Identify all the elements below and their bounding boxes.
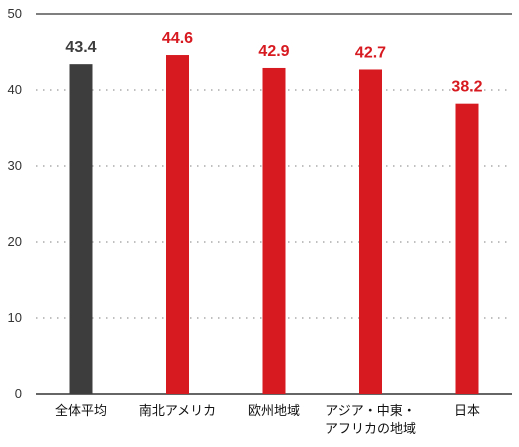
category-label-1: 全体平均 — [55, 403, 107, 419]
y-axis-tick-labels: 0 10 20 30 40 50 — [8, 6, 22, 401]
data-label-1: 43.4 — [65, 39, 96, 56]
data-label-3: 42.9 — [258, 43, 289, 60]
y-tick-label: 30 — [8, 158, 22, 173]
y-tick-label: 20 — [8, 234, 22, 249]
data-label-4: 42.7 — [355, 44, 386, 61]
category-label-3: 欧州地域 — [248, 404, 300, 419]
y-tick-label: 50 — [8, 6, 22, 21]
category-labels: 全体平均 南北アメリカ 欧州地域 アジア・中東・アフリカの地域 日本 — [55, 403, 480, 437]
y-tick-label: 40 — [8, 82, 22, 97]
category-label-2: 南北アメリカ — [139, 403, 216, 419]
y-tick-label: 0 — [15, 386, 22, 401]
bar-1 — [69, 64, 93, 394]
bar-4 — [359, 69, 382, 394]
y-tick-label: 10 — [8, 310, 22, 325]
category-label-4-line-2: アフリカの地域 — [325, 422, 416, 437]
data-label-2: 44.6 — [162, 30, 193, 47]
bar-2 — [166, 55, 189, 394]
bar-series — [69, 55, 479, 395]
bar-3 — [262, 67, 286, 395]
bar-5 — [455, 103, 479, 395]
data-labels: 43.4 44.6 42.9 42.7 38.2 — [65, 30, 482, 96]
data-label-5: 38.2 — [451, 79, 482, 96]
category-label-5: 日本 — [454, 404, 480, 419]
category-label-4-line-1: アジア・中東・ — [325, 403, 415, 419]
